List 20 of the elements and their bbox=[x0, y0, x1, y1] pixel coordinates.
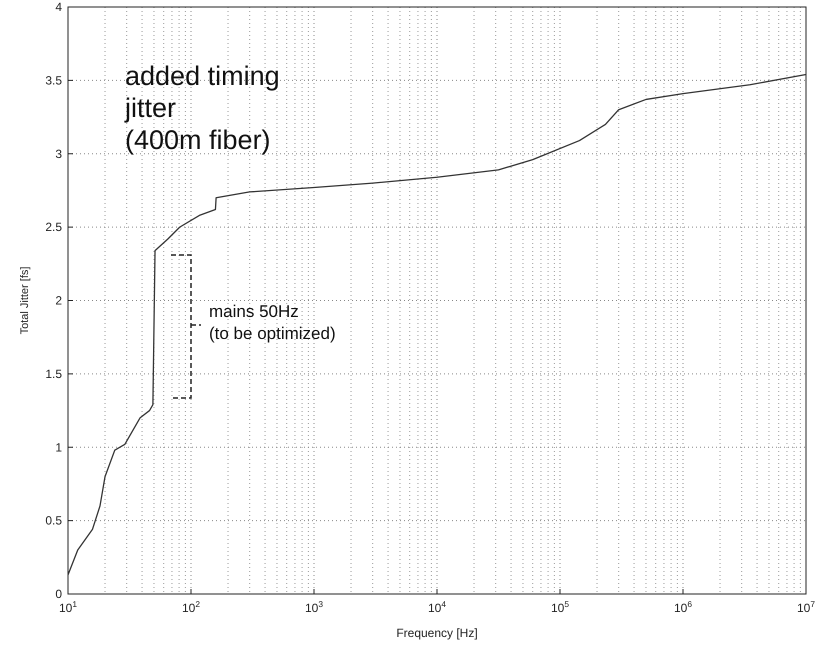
y-tick-label: 4 bbox=[55, 0, 62, 14]
y-tick-label: 1.5 bbox=[45, 366, 62, 381]
x-tick-label: 10$^{5}$ bbox=[550, 599, 570, 615]
y-tick-label: 2.5 bbox=[45, 220, 62, 234]
y-tick-label: 0 bbox=[55, 587, 62, 601]
x-tick-label: 10$^{3}$ bbox=[304, 599, 324, 615]
x-tick-label: 10$^{6}$ bbox=[674, 599, 692, 615]
y-tick-label: 3 bbox=[55, 146, 62, 161]
y-axis-title: Total Jitter [fs] bbox=[19, 266, 31, 334]
y-tick-label: 2 bbox=[55, 294, 62, 308]
x-tick-label: 10$^{7}$ bbox=[796, 599, 816, 615]
x-tick-label: 10$^{2}$ bbox=[182, 599, 200, 615]
annotation: mains 50Hz (to be optimized) bbox=[209, 302, 336, 343]
x-tick-label: 10$^{4}$ bbox=[428, 599, 446, 615]
y-tick-label: 1 bbox=[55, 440, 62, 454]
annotation: added timing jitter (400m fiber) bbox=[124, 61, 280, 155]
x-tick-label: 10$^{1}$ bbox=[58, 599, 78, 615]
y-tick-label: 3.5 bbox=[45, 73, 62, 88]
x-axis-title: Frequency [Hz] bbox=[396, 626, 478, 640]
y-tick-label: 0.5 bbox=[45, 514, 62, 528]
